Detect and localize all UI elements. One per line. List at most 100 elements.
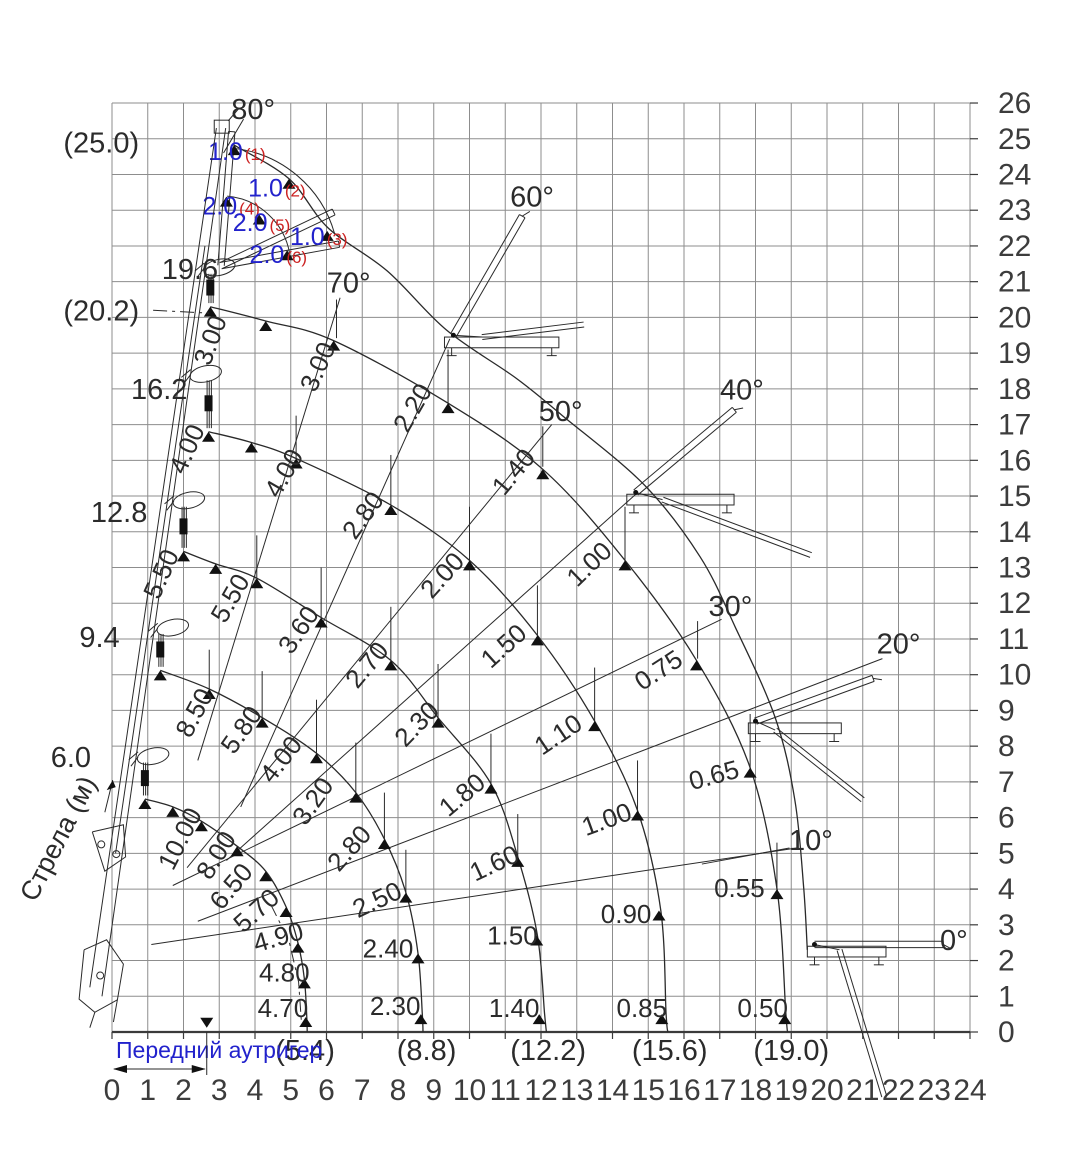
load-point-marker [259,871,273,882]
x-tick-label: 11 [490,1074,521,1107]
jib-capacity-value: 2.0 [233,209,268,237]
x-tick-label: 0 [104,1074,121,1107]
load-point-marker [244,442,258,453]
load-point-marker [511,856,525,867]
load-point-marker [250,578,264,589]
load-point-marker [652,910,666,921]
y-tick-label: 11 [998,623,1029,656]
x-tick-label: 12 [524,1074,557,1107]
x-tick-label: 9 [425,1074,442,1107]
load-point-marker [255,717,269,728]
jib-capacity-value: 1.0 [290,223,325,251]
load-value: 0.85 [617,993,668,1023]
x-tick-label: 18 [739,1074,772,1107]
load-point-marker [299,1016,313,1027]
y-tick-label: 20 [998,301,1031,334]
load-point-marker [259,320,273,331]
load-value: 4.00 [253,730,308,788]
load-point-marker [618,560,632,571]
load-point-marker [441,403,455,414]
load-point-marker [314,617,328,628]
load-value: 1.40 [486,443,542,501]
angle-label: 20° [877,628,921,660]
load-point-marker [219,196,233,207]
y-tick-label: 17 [998,409,1031,442]
load-point-marker [384,660,398,671]
load-point-marker [414,1014,428,1025]
x-tick-label: 15 [632,1074,665,1107]
x-axis-numbers: 0 1 2 3 4 5 6 7 8 9 10 11 12 13 14 15 16 17 18 19 20 21 22 23 24 [104,1074,987,1107]
axis-ticks [111,102,978,1039]
load-value: 2.30 [388,695,445,752]
x-tick-label: 8 [390,1074,407,1107]
load-value: 4.70 [258,993,309,1023]
radius-label: (12.2) [510,1035,586,1067]
load-point-marker [252,214,266,225]
load-point-marker [631,810,645,821]
load-point-marker [655,1014,669,1025]
load-value: 1.10 [529,708,588,761]
x-tick-label: 4 [247,1074,264,1107]
y-tick-label: 8 [998,730,1015,763]
x-tick-label: 2 [175,1074,192,1107]
load-point-marker [399,892,413,903]
angle-labels: 0° 10° 20° 30° 40° 50° 60° 70° 80° [231,94,967,957]
y-tick-label: 25 [998,123,1031,156]
load-value: 0.65 [686,754,743,796]
x-tick-label: 14 [596,1074,629,1107]
height-label: 9.4 [79,622,119,654]
jib-capacity-value: 1.0 [248,175,283,203]
load-point-marker [138,799,152,810]
load-point-marker [327,340,341,351]
load-point-marker [320,230,334,241]
y-axis-numbers: 0123456789101112131415161718192021222324… [998,87,1031,1049]
load-point-marker [194,821,208,832]
load-value: 0.90 [601,899,652,929]
load-value: 2.40 [363,934,414,964]
load-point-marker [227,145,241,156]
load-value-labels: 10.008.006.505.704.904.804.708.505.804.0… [137,311,788,1023]
load-value: 0.55 [714,873,765,903]
y-tick-label: 16 [998,444,1031,477]
load-point-marker [778,1014,792,1025]
load-point-marker [230,846,244,857]
load-point-marker [530,935,544,946]
load-point-marker [200,1017,214,1028]
y-tick-label: 23 [998,194,1031,227]
angle-label: 80° [231,94,275,126]
load-value: 1.50 [487,920,538,950]
jib-config-index: (4) [239,199,260,218]
jib-config-index: (6) [286,248,307,267]
height-label: 6.0 [51,742,91,774]
x-tick-label: 21 [846,1074,879,1107]
x-tick-label: 23 [918,1074,951,1107]
y-tick-label: 6 [998,802,1015,835]
load-point-marker [309,753,323,764]
load-value: 2.80 [336,486,390,545]
load-value: 1.00 [560,536,617,593]
load-point-marker [411,953,425,964]
load-point-marker [349,792,363,803]
load-point-marker [203,306,217,317]
x-tick-label: 7 [354,1074,371,1107]
jib-config-index: (2) [285,182,306,201]
load-value: 1.40 [489,993,540,1023]
y-tick-label: 12 [998,587,1031,620]
load-value: 4.00 [258,444,309,503]
load-point-marker [770,889,784,900]
height-label: 19.6 [162,254,218,286]
x-tick-label: 24 [953,1074,986,1107]
load-value: 2.00 [414,546,470,604]
height-label: 12.8 [91,497,147,529]
load-value: 2.80 [321,819,377,877]
load-point-marker [280,250,294,261]
y-tick-label: 7 [998,766,1015,799]
x-tick-label: 6 [318,1074,335,1107]
y-tick-label: 21 [998,266,1031,299]
load-point-marker [588,721,602,732]
jib-config-index: (5) [270,216,291,235]
load-value: 1.00 [578,796,636,842]
angle-label: 50° [539,396,583,428]
